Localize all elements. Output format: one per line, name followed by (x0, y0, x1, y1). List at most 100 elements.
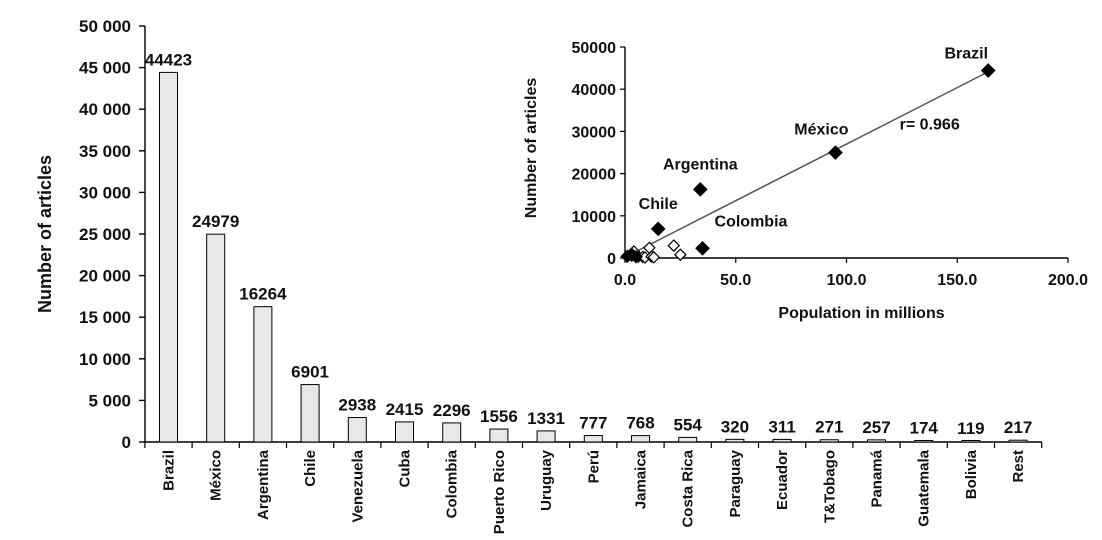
bar-value-label: 768 (626, 414, 654, 433)
category-label: Rest (1010, 450, 1027, 483)
inset-x-tick-label: 50.0 (720, 272, 751, 289)
category-label: Argentina (255, 449, 272, 520)
bar-value-label: 1556 (480, 407, 518, 426)
category-label: Brazil (161, 450, 178, 491)
bar (725, 438, 745, 443)
inset-x-tick-label: 150.0 (937, 272, 977, 289)
scatter-point (650, 221, 666, 237)
y-tick-label: 5 000 (88, 391, 131, 410)
bar (867, 439, 886, 443)
bar (914, 440, 934, 443)
y-tick-label: 20 000 (79, 267, 131, 286)
bar-value-label: 257 (862, 418, 890, 437)
category-label: Paraguay (727, 449, 744, 517)
inset-x-axis-title: Population in millions (778, 305, 944, 322)
y-tick-label: 10 000 (79, 350, 131, 369)
inset-y-axis-title: Number of articles (523, 78, 540, 219)
bar-value-label: 119 (957, 419, 984, 438)
scatter-point (980, 63, 996, 78)
bar (583, 435, 603, 443)
bar-value-label: 2296 (433, 401, 471, 420)
y-tick-label: 25 000 (79, 225, 131, 244)
y-tick-label: 45 000 (79, 59, 131, 78)
point-label: Colombia (715, 213, 788, 230)
scatter-point (828, 145, 843, 160)
inset-y-tick-label: 50000 (572, 40, 617, 57)
scatter-point-open (674, 248, 687, 262)
point-label: Chile (639, 196, 678, 213)
inset-y-tick-label: 40000 (572, 82, 617, 99)
y-tick-label: 15 000 (79, 308, 131, 327)
category-label: Jamaica (633, 449, 650, 509)
scatter-point (692, 182, 708, 197)
bar (631, 435, 650, 443)
bar-value-label: 174 (910, 419, 939, 438)
bar-value-label: 777 (579, 414, 607, 433)
scatter-point-open (647, 250, 661, 264)
bar (300, 384, 320, 443)
category-label: Ecuador (774, 450, 791, 510)
bar-value-label: 271 (815, 418, 843, 437)
y-tick-label: 30 000 (79, 183, 131, 202)
category-label: Puerto Rico (491, 450, 508, 534)
bar-value-label: 24979 (192, 212, 239, 231)
category-label: Perú (585, 450, 602, 483)
point-label: México (794, 122, 848, 139)
inset-y-tick-label: 10000 (572, 209, 617, 226)
y-tick-label: 50 000 (79, 17, 131, 36)
category-label: Chile (302, 450, 319, 487)
bar (253, 306, 273, 443)
category-label: México (208, 450, 225, 501)
correlation-annotation: r= 0.966 (900, 116, 960, 133)
bar (395, 421, 414, 443)
bar (489, 428, 509, 443)
point-label: Argentina (663, 156, 738, 173)
y-tick-label: 0 (122, 433, 131, 452)
y-axis-title: Number of articles (35, 155, 55, 313)
bar (819, 439, 839, 443)
bar (206, 233, 226, 443)
bar (347, 417, 367, 443)
bar-value-label: 311 (768, 417, 795, 436)
bar-value-label: 16264 (239, 285, 287, 304)
category-label: Cuba (397, 449, 414, 487)
bar (159, 71, 178, 443)
bar-value-label: 2938 (338, 396, 376, 415)
bar (536, 430, 556, 443)
bar (961, 440, 981, 443)
bar-value-label: 44423 (145, 50, 192, 69)
bar-value-label: 320 (721, 417, 749, 436)
bar-value-label: 1331 (527, 409, 565, 428)
scatter-point (629, 249, 643, 264)
category-label: Guatemala (916, 449, 933, 526)
inset-y-tick-label: 30000 (572, 124, 617, 141)
inset-x-tick-label: 200.0 (1048, 272, 1088, 289)
trend-line (624, 69, 991, 258)
category-label: Colombia (444, 449, 461, 518)
category-label: Panamá (869, 449, 886, 507)
category-label: Bolivia (963, 449, 980, 499)
inset-y-tick-label: 0 (607, 251, 616, 268)
bar (678, 436, 698, 443)
inset-x-tick-label: 100.0 (826, 272, 866, 289)
bar-value-label: 2415 (386, 400, 424, 419)
category-label: T&Tobago (821, 450, 838, 523)
point-label: Brazil (944, 46, 988, 63)
y-tick-label: 35 000 (79, 142, 131, 161)
scatter-point (695, 240, 710, 256)
y-tick-label: 40 000 (79, 100, 131, 119)
bar-value-label: 554 (674, 415, 703, 434)
category-label: Uruguay (538, 449, 555, 511)
inset-x-tick-label: 0.0 (614, 272, 636, 289)
scatter-point-open (667, 239, 681, 252)
bar-value-label: 217 (1004, 418, 1032, 437)
bar (442, 422, 462, 443)
category-label: Costa Rica (680, 449, 697, 527)
bar-value-label: 6901 (291, 363, 329, 382)
bar (772, 438, 792, 443)
category-label: Venezuela (349, 449, 366, 522)
bar (1008, 439, 1028, 443)
inset-y-tick-label: 20000 (572, 167, 617, 184)
